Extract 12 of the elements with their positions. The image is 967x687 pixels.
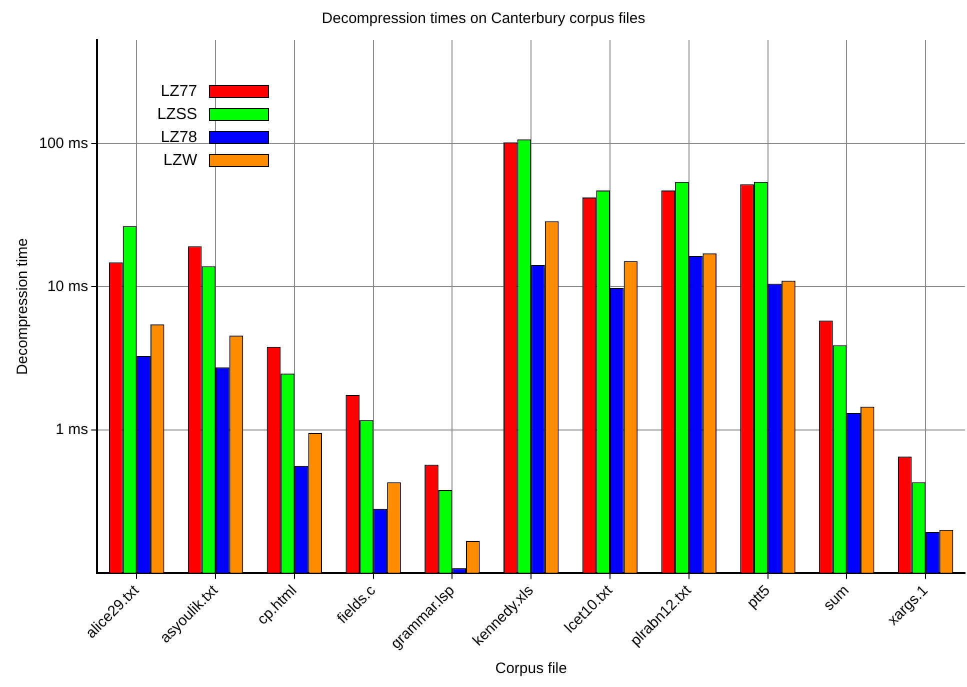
legend-label: LZ77 xyxy=(160,82,198,100)
legend-label: LZ78 xyxy=(160,128,198,146)
chart-title: Decompression times on Canterbury corpus files xyxy=(320,10,646,27)
x-axis-title: Corpus file xyxy=(495,660,567,678)
legend-label: LZSS xyxy=(157,106,198,124)
y-tick-label: 1 ms xyxy=(56,420,88,438)
y-tick-label: 100 ms xyxy=(38,134,88,152)
legend-label: LZW xyxy=(163,152,198,170)
x-tick-label: sum xyxy=(820,582,852,614)
x-tick-label: ptt5 xyxy=(744,582,774,612)
y-axis-title: Decompression time xyxy=(14,238,32,375)
y-tick-label: 10 ms xyxy=(47,278,88,295)
